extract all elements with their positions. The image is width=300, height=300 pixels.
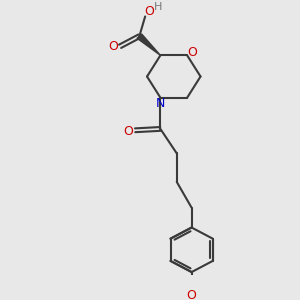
Text: O: O [188, 46, 197, 59]
Polygon shape [137, 34, 160, 55]
Text: H: H [154, 2, 163, 12]
Text: O: O [124, 125, 134, 138]
Text: O: O [144, 5, 154, 18]
Text: O: O [187, 289, 196, 300]
Text: N: N [156, 97, 165, 110]
Text: O: O [109, 40, 118, 53]
